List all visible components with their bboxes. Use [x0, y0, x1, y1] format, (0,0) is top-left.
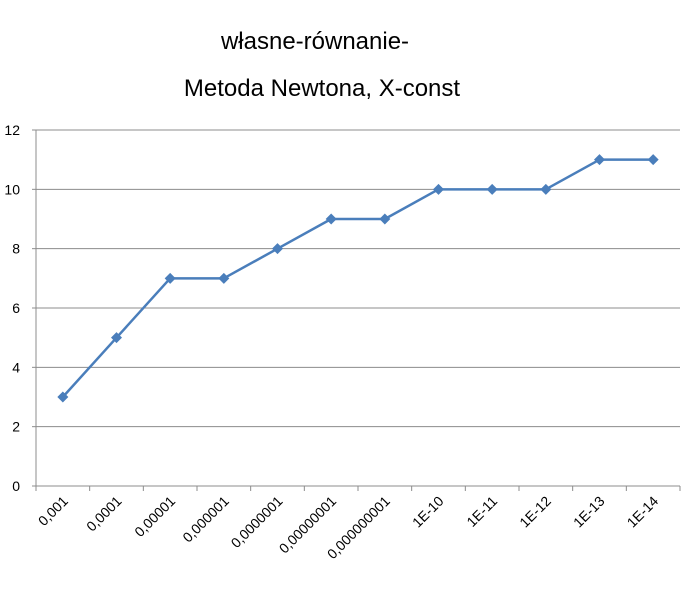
x-tick-label: 1E-12 — [516, 493, 554, 531]
x-tick-label: 1E-10 — [409, 493, 447, 531]
data-point-marker — [272, 243, 283, 255]
x-tick-label: 0,0001 — [83, 493, 125, 535]
data-point-marker — [594, 154, 605, 166]
axes — [32, 129, 681, 491]
y-tick-label: 4 — [12, 359, 20, 375]
x-tick-label: 0,000001 — [179, 493, 232, 546]
data-point-marker — [486, 183, 498, 195]
data-point-marker — [218, 272, 230, 284]
data-point-marker — [540, 183, 552, 195]
series-line — [61, 158, 654, 398]
data-point-marker — [325, 213, 337, 225]
x-tick-label: 1E-14 — [624, 493, 662, 531]
y-tick-labels: 0 2 4 6 8 10 12 — [4, 122, 20, 494]
x-tick-label: 1E-13 — [570, 493, 608, 531]
y-tick-label: 0 — [12, 478, 20, 494]
chart-subtitle: Metoda Newtona, X-const — [183, 75, 461, 102]
y-tick-label: 6 — [12, 300, 20, 316]
chart-title: własne-równanie- — [220, 28, 410, 55]
x-tick-label: 0,001 — [35, 493, 71, 529]
data-point-marker — [433, 183, 444, 195]
y-tick-label: 8 — [12, 241, 20, 257]
x-tick-labels: 0,001 0,0001 0,00001 0,0000010,00000010,000… — [35, 493, 662, 562]
x-tick-label: 0,00001 — [131, 493, 178, 540]
data-point-marker — [57, 391, 69, 403]
data-point-marker — [647, 154, 659, 166]
gridlines — [36, 129, 680, 428]
x-tick-label: 0,0000001 — [228, 493, 286, 551]
data-point-marker — [164, 272, 176, 284]
x-tick-label: 1E-11 — [463, 493, 500, 530]
y-tick-label: 2 — [12, 419, 20, 435]
series-group — [57, 154, 659, 403]
data-point-marker — [379, 213, 391, 225]
y-tick-label: 10 — [4, 181, 20, 197]
data-point-marker — [111, 332, 122, 344]
y-tick-label: 12 — [4, 122, 20, 138]
